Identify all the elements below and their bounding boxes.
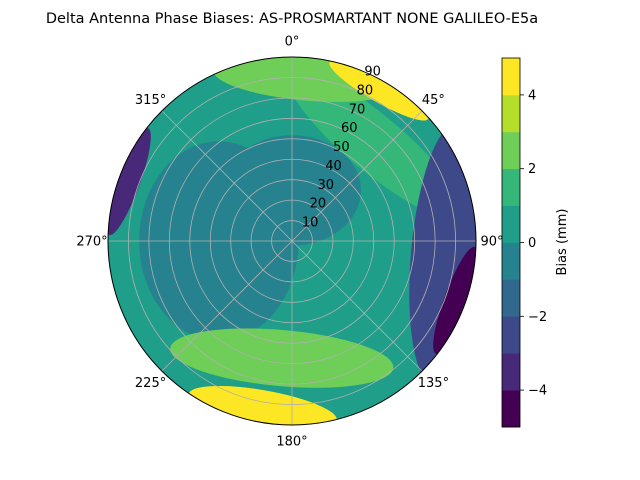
polar-frame	[107, 56, 477, 426]
plot-area: 0° 45° 90° 135° 180° 225° 270° 315° 10 20 30 40 50 6…	[76, 35, 503, 450]
colorbar-tick-label: 4	[528, 88, 536, 103]
radial-tick-label: 40	[325, 159, 342, 174]
angle-tick-label: 180°	[276, 435, 307, 450]
radial-tick-labels: 10 20 30 40 50 60 70 80 90	[302, 65, 381, 231]
colorbar-label: Bias (mm)	[555, 209, 570, 276]
colorbar-bands	[502, 58, 520, 428]
radial-tick-label: 50	[333, 140, 350, 155]
colorbar-band	[502, 168, 520, 206]
angle-tick-label: 225°	[135, 376, 166, 391]
colorbar: −4 −2 0 2 4 Bias (mm)	[501, 57, 570, 428]
contour-region	[286, 67, 462, 219]
colorbar-band	[502, 316, 520, 354]
angle-tick-label: 135°	[418, 376, 449, 391]
contour-region	[433, 246, 476, 354]
grid-spoke	[291, 110, 423, 242]
colorbar-band	[502, 94, 520, 133]
polar-grid	[108, 57, 476, 425]
angle-tick-label: 90°	[480, 235, 503, 250]
colorbar-band	[502, 279, 520, 317]
colorbar-ticks: −4 −2 0 2 4	[520, 88, 547, 399]
grid-spoke	[291, 240, 423, 372]
radial-tick-label: 90	[364, 65, 381, 80]
colorbar-tick-label: 2	[528, 162, 536, 177]
radial-tick-label: 20	[310, 197, 327, 212]
colorbar-band	[502, 390, 520, 428]
radial-tick-label: 10	[302, 216, 319, 231]
contour-region	[188, 385, 337, 425]
angle-tick-label: 45°	[422, 93, 445, 108]
angle-tick-label: 315°	[135, 93, 166, 108]
colorbar-tick-label: −2	[528, 310, 547, 325]
colorbar-band	[502, 242, 520, 280]
colorbar-band	[502, 353, 520, 391]
angle-tick-label: 270°	[76, 235, 107, 250]
contour-region	[329, 60, 429, 121]
radial-tick-label: 80	[357, 83, 374, 98]
contour-region	[170, 328, 394, 388]
radial-tick-label: 70	[349, 102, 366, 117]
radial-tick-label: 60	[341, 121, 358, 136]
colorbar-band	[502, 58, 520, 96]
angular-tick-labels: 0° 45° 90° 135° 180° 225° 270° 315°	[76, 35, 503, 450]
grid-spoke	[161, 240, 293, 372]
contour-region	[108, 128, 151, 236]
colorbar-tick-label: −4	[528, 384, 547, 399]
colorbar-tick-label: 0	[528, 236, 536, 251]
colorbar-band	[502, 205, 520, 243]
colorbar-band	[502, 131, 520, 170]
radial-tick-label: 30	[317, 178, 334, 193]
angle-tick-label: 0°	[285, 35, 300, 50]
chart-title: Delta Antenna Phase Biases: AS-PROSMARTA…	[46, 11, 538, 27]
grid-spoke	[161, 110, 293, 242]
